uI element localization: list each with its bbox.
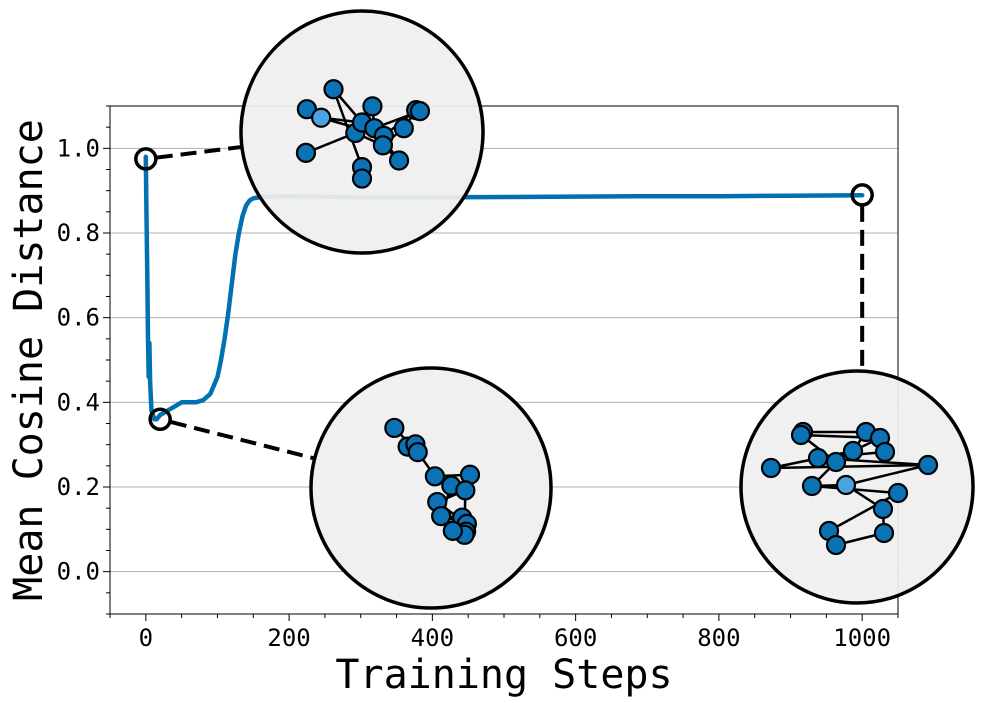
graph-node [442, 520, 463, 542]
axes: 0.0 0.2 0.4 0.6 0.8 1.0 0 200 400 600 800 1000 [57, 105, 899, 652]
graph-edge [828, 491, 899, 533]
graph-node [295, 142, 317, 163]
graph-node [790, 424, 812, 446]
y-tick-label: 0.2 [57, 473, 100, 501]
graph-node [842, 440, 864, 462]
graph-node [873, 522, 895, 544]
inset-circle [309, 366, 553, 610]
y-tick-label: 0.6 [57, 304, 100, 332]
graph-edge [770, 463, 929, 470]
inset-graph [239, 9, 485, 255]
graph-node [825, 451, 847, 473]
insets [239, 9, 975, 610]
graph-node [311, 107, 332, 128]
graph-node [424, 466, 445, 487]
snapshot-marker [148, 407, 172, 432]
y-axis-title: Mean Cosine Distance [6, 119, 52, 601]
graph-node [362, 96, 383, 117]
x-tick-label: 200 [267, 624, 310, 652]
graph-edge [845, 463, 929, 487]
snapshot-marker [134, 147, 158, 171]
graph-node [393, 118, 414, 139]
y-tick-label: 0.0 [57, 558, 100, 586]
graph-node [372, 135, 393, 156]
labels: Training Steps Mean Cosine Distance [6, 119, 673, 698]
y-tick-label: 1.0 [57, 134, 100, 162]
x-axis-title: Training Steps [335, 652, 672, 698]
graph-node [760, 457, 782, 479]
x-tick-label: 0 [139, 624, 153, 652]
series-line [143, 154, 865, 422]
graph-node [917, 454, 939, 476]
connector-line [156, 144, 243, 160]
connector-line [170, 420, 316, 461]
graph-node [801, 475, 823, 497]
graph-node [431, 505, 452, 527]
x-tick-label: 1000 [833, 624, 891, 652]
x-tick-label: 400 [411, 624, 454, 652]
graph-node [825, 534, 847, 556]
graph-node [835, 474, 857, 496]
graph-node [455, 480, 476, 501]
graph-node [351, 168, 373, 189]
markers [134, 147, 874, 432]
x-tick-label: 600 [554, 624, 597, 652]
y-tick-label: 0.8 [57, 219, 100, 247]
x-tick-label: 800 [697, 624, 740, 652]
inset-circle [739, 369, 975, 605]
graph-node [887, 482, 909, 504]
series [143, 154, 865, 422]
graph-node [874, 441, 896, 463]
y-tick-label: 0.4 [57, 388, 100, 416]
inset-graph [309, 366, 553, 610]
graph-node [409, 100, 431, 122]
graph-node [407, 442, 428, 463]
graph-node [384, 417, 405, 439]
graph-node [388, 150, 410, 171]
graph-node [872, 498, 894, 520]
connectors [156, 144, 865, 461]
snapshot-marker [850, 183, 874, 207]
inset-graph [739, 369, 975, 605]
graph-node [323, 79, 344, 100]
graph-node [807, 447, 829, 469]
